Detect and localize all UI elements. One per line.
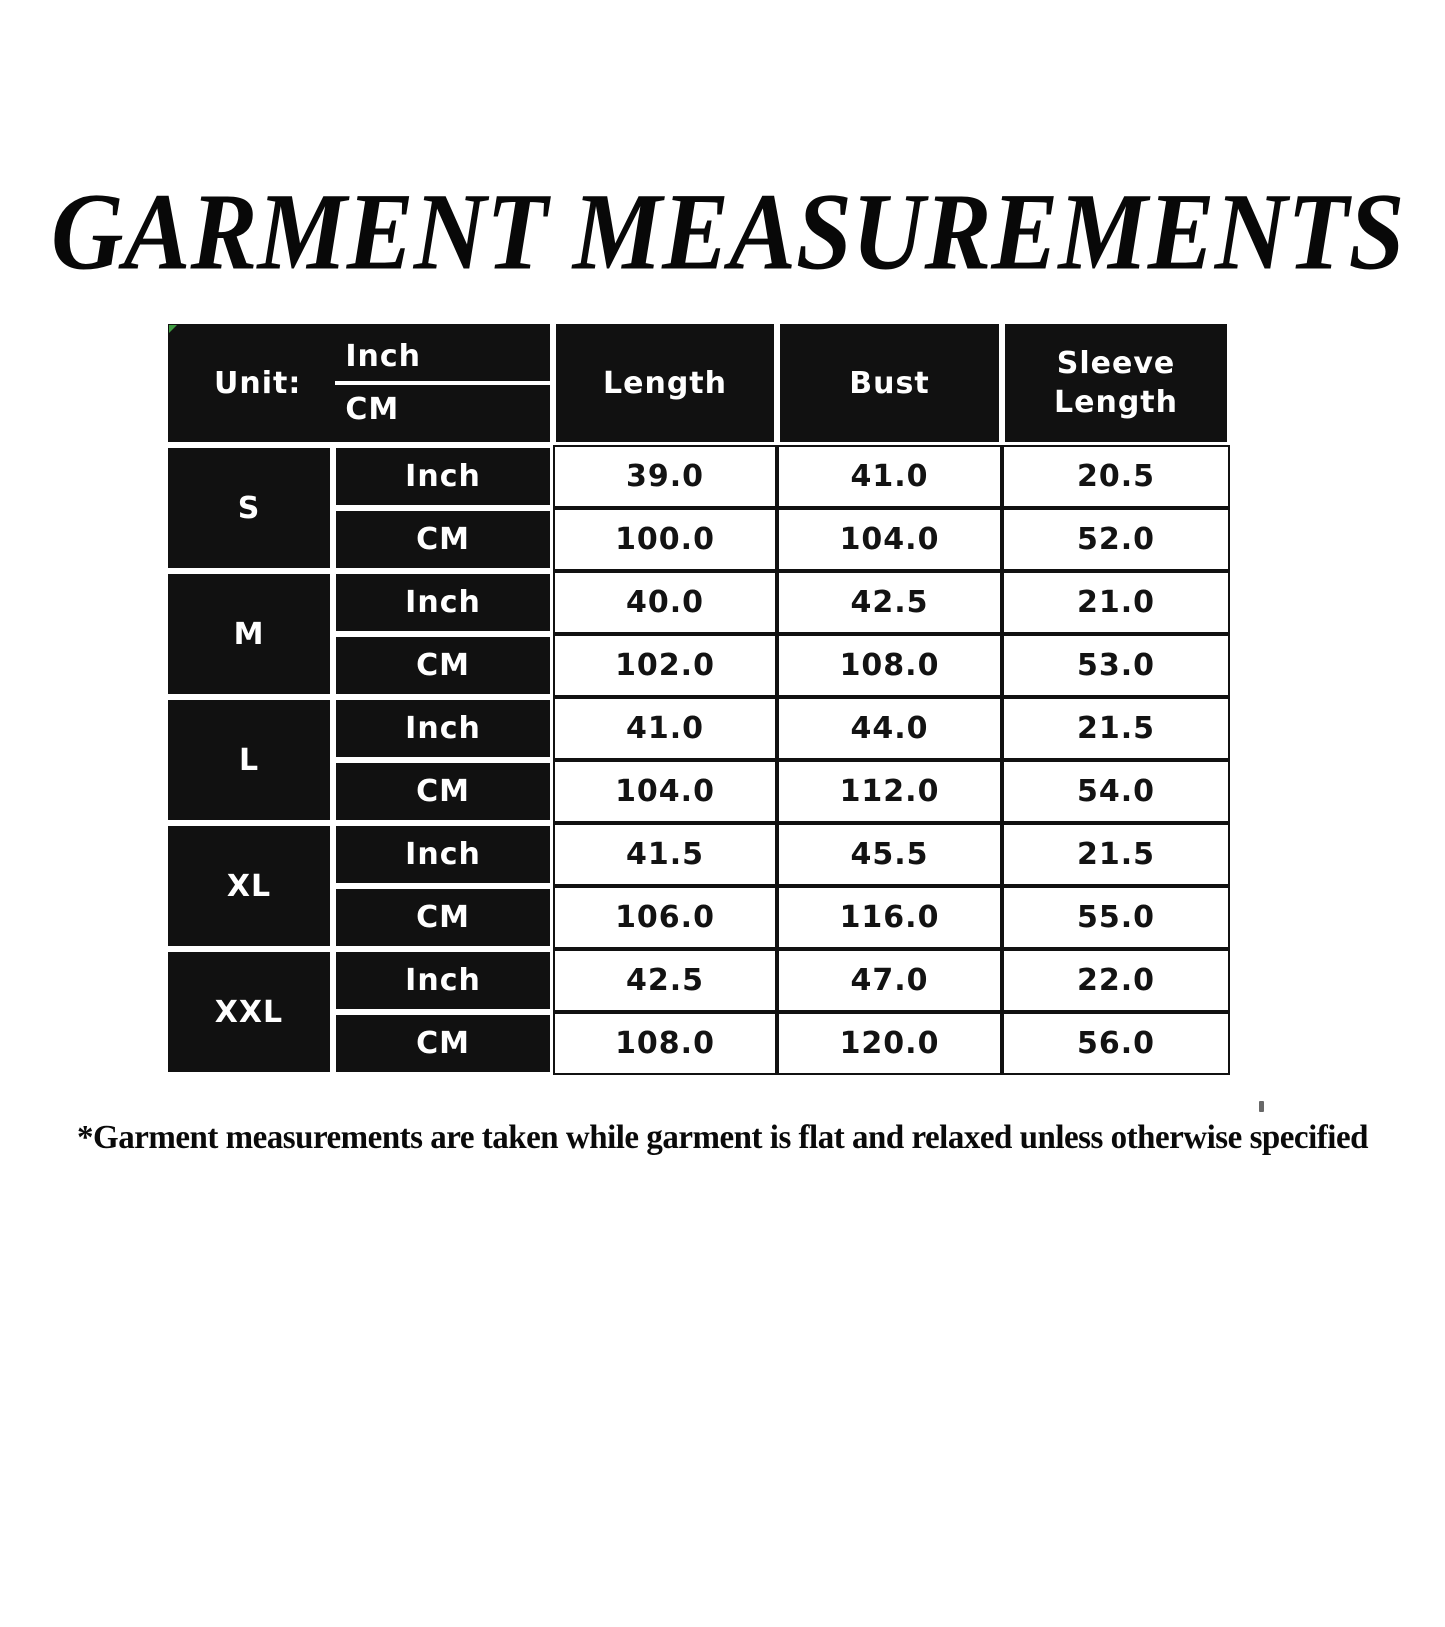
column-header-sleeve-length: Sleeve Length	[1002, 321, 1231, 446]
stray-mark-artifact	[1259, 1101, 1264, 1112]
row-unit-inch-label: Inch	[333, 949, 554, 1013]
size-row-cm: CM 102.0 108.0 53.0	[165, 634, 1231, 698]
measurement-footnote: *Garment measurements are taken while ga…	[77, 1119, 1368, 1157]
measurement-value-cm: 52.0	[1002, 508, 1231, 572]
page-title-container: GARMENT MEASUREMENTS	[0, 171, 1445, 294]
measurement-value-inch: 22.0	[1002, 949, 1231, 1013]
row-unit-inch-label: Inch	[333, 445, 554, 509]
size-row-inch: M Inch 40.0 42.5 21.0	[165, 571, 1231, 698]
measurement-value-cm: 112.0	[777, 760, 1003, 824]
unit-label: Unit:	[214, 365, 302, 401]
row-unit-cm-label: CM	[333, 1012, 554, 1076]
unit-cm-label: CM	[345, 392, 400, 428]
unit-header-cell: Unit: Inch CM	[165, 321, 554, 446]
measurement-value-cm: 100.0	[553, 508, 778, 572]
size-row-cm: CM 108.0 120.0 56.0	[165, 1012, 1231, 1076]
measurement-value-cm: 56.0	[1002, 1012, 1231, 1076]
column-header-bust: Bust	[777, 321, 1003, 446]
measurement-value-inch: 41.5	[553, 823, 778, 887]
size-label: L	[165, 697, 333, 824]
green-corner-artifact	[169, 325, 177, 334]
measurement-value-cm: 104.0	[777, 508, 1003, 572]
row-unit-inch-label: Inch	[333, 823, 554, 887]
column-header-length: Length	[553, 321, 778, 446]
measurement-value-cm: 108.0	[553, 1012, 778, 1076]
size-row-inch: L Inch 41.0 44.0 21.5	[165, 697, 1231, 824]
page-title: GARMENT MEASUREMENTS	[50, 171, 1405, 294]
measurement-value-inch: 42.5	[553, 949, 778, 1013]
table-header-row: Unit: Inch CM Length Bust Sleeve Length	[165, 321, 1231, 446]
measurement-value-inch: 42.5	[777, 571, 1003, 635]
measurement-value-inch: 20.5	[1002, 445, 1231, 509]
size-row-cm: CM 106.0 116.0 55.0	[165, 886, 1231, 950]
row-unit-inch-label: Inch	[333, 571, 554, 635]
row-unit-cm-label: CM	[333, 886, 554, 950]
measurement-value-cm: 104.0	[553, 760, 778, 824]
measurement-value-inch: 40.0	[553, 571, 778, 635]
row-unit-cm-label: CM	[333, 508, 554, 572]
unit-fraction: Inch CM	[335, 337, 551, 429]
size-label: S	[165, 445, 333, 572]
measurement-value-inch: 41.0	[777, 445, 1003, 509]
table-body: S Inch 39.0 41.0 20.5 CM 100.0 104.0 52.0 M Inch 40…	[165, 445, 1231, 1076]
size-row-cm: CM 104.0 112.0 54.0	[165, 760, 1231, 824]
size-label: M	[165, 571, 333, 698]
measurement-value-inch: 45.5	[777, 823, 1003, 887]
measurement-value-cm: 55.0	[1002, 886, 1231, 950]
size-row-cm: CM 100.0 104.0 52.0	[165, 508, 1231, 572]
measurement-value-cm: 108.0	[777, 634, 1003, 698]
size-row-inch: XL Inch 41.5 45.5 21.5	[165, 823, 1231, 950]
unit-inch-label: Inch	[335, 337, 551, 386]
measurement-value-inch: 44.0	[777, 697, 1003, 761]
measurement-value-inch: 39.0	[553, 445, 778, 509]
row-unit-cm-label: CM	[333, 634, 554, 698]
size-row-inch: S Inch 39.0 41.0 20.5	[165, 445, 1231, 572]
measurement-value-cm: 54.0	[1002, 760, 1231, 824]
size-row-inch: XXL Inch 42.5 47.0 22.0	[165, 949, 1231, 1076]
measurement-value-cm: 102.0	[553, 634, 778, 698]
measurement-value-cm: 106.0	[553, 886, 778, 950]
measurement-value-inch: 47.0	[777, 949, 1003, 1013]
garment-measurements-table: Unit: Inch CM Length Bust Sleeve Length …	[165, 321, 1231, 1076]
measurement-value-cm: 53.0	[1002, 634, 1231, 698]
unit-fraction-group: Unit: Inch CM	[168, 337, 551, 429]
row-unit-inch-label: Inch	[333, 697, 554, 761]
measurement-value-cm: 120.0	[777, 1012, 1003, 1076]
size-label: XL	[165, 823, 333, 950]
measurement-value-inch: 41.0	[553, 697, 778, 761]
measurement-value-inch: 21.0	[1002, 571, 1231, 635]
size-label: XXL	[165, 949, 333, 1076]
measurement-value-inch: 21.5	[1002, 823, 1231, 887]
measurement-value-inch: 21.5	[1002, 697, 1231, 761]
measurement-value-cm: 116.0	[777, 886, 1003, 950]
row-unit-cm-label: CM	[333, 760, 554, 824]
